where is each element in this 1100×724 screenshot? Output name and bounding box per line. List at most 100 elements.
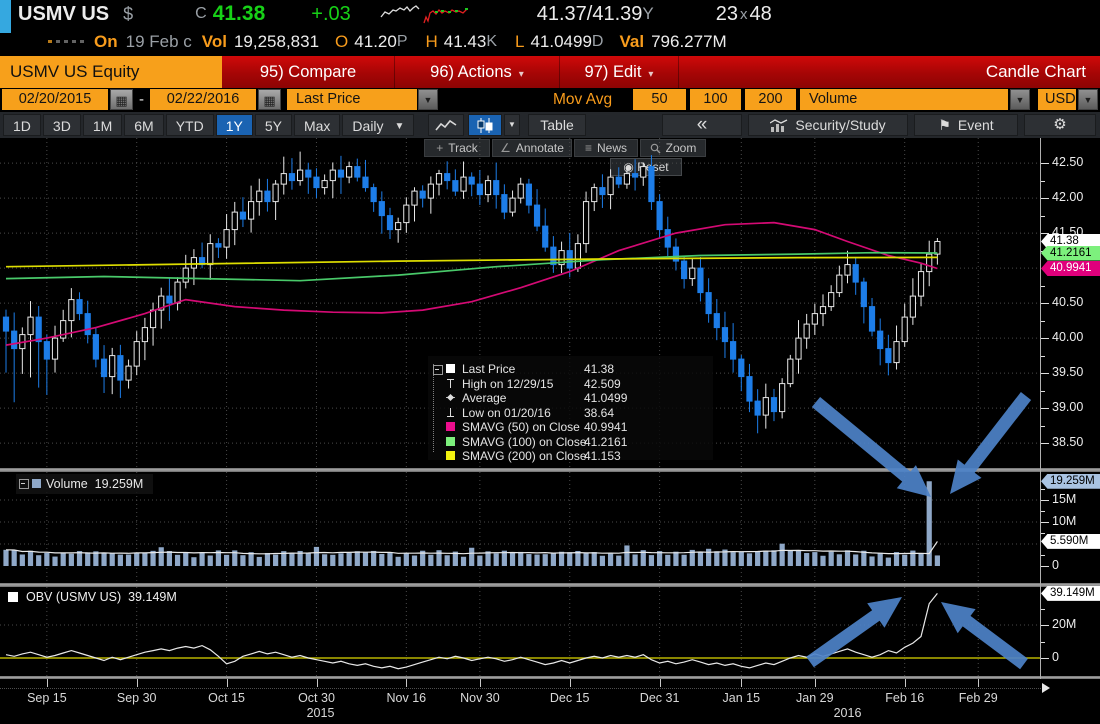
event-button[interactable]: ⚑ Event bbox=[914, 114, 1018, 136]
tab-1d[interactable]: 1D bbox=[3, 114, 41, 136]
high-label: H bbox=[425, 32, 438, 51]
candle-chart-icon bbox=[477, 117, 493, 133]
table-button[interactable]: Table bbox=[528, 114, 586, 136]
x-axis-dotted-line bbox=[0, 688, 1047, 689]
dropdown-caret-icon: ▾ bbox=[648, 69, 654, 80]
legend-value: 40.9941 bbox=[584, 420, 628, 434]
price-chart-panel[interactable] bbox=[0, 138, 1040, 468]
chart-type-caret-icon[interactable]: ▼ bbox=[504, 114, 520, 136]
ask-size: 48 bbox=[749, 2, 772, 25]
low-value: 41.0499 bbox=[530, 32, 592, 51]
study-caret-icon[interactable]: ▼ bbox=[1010, 89, 1030, 110]
candle-chart-button[interactable] bbox=[468, 114, 502, 136]
val-value: 796.277M bbox=[651, 32, 727, 51]
mov-avg-50-button[interactable]: 50 bbox=[633, 89, 686, 110]
x-axis-tick bbox=[406, 679, 408, 687]
zoom-label: Zoom bbox=[665, 140, 697, 155]
settings-button[interactable]: ⚙ bbox=[1024, 114, 1096, 136]
x-axis-label: Jan 29 bbox=[796, 691, 834, 705]
axis-tick bbox=[1041, 355, 1045, 357]
tab-6m[interactable]: 6M bbox=[124, 114, 164, 136]
volume-legend-label: Volume bbox=[46, 477, 88, 491]
legend-expander-icon[interactable] bbox=[433, 365, 443, 375]
axis-tick bbox=[1041, 425, 1045, 427]
menu-item-96-actions[interactable]: 96) Actions ▾ bbox=[395, 56, 560, 88]
legend-row-last-price: Last Price 41.38 bbox=[432, 362, 713, 377]
low-marker-icon bbox=[446, 407, 455, 417]
menu-item-95-compare[interactable]: 95) Compare bbox=[222, 56, 395, 88]
legend-label: SMAVG (100) on Close bbox=[462, 434, 587, 449]
collapse-panel-button[interactable]: « bbox=[662, 114, 742, 136]
legend-expander-icon[interactable] bbox=[19, 479, 29, 489]
axis-tick bbox=[1041, 658, 1049, 659]
period-tabs: 1D 3D 1M 6M YTD 1Y 5Y Max Daily ▼ bbox=[2, 112, 415, 138]
mov-avg-200-button[interactable]: 200 bbox=[745, 89, 796, 110]
line-chart-button[interactable] bbox=[428, 114, 464, 136]
date-from-field[interactable]: 02/20/2015 bbox=[2, 89, 108, 110]
menu-item-97-edit[interactable]: 97) Edit ▾ bbox=[560, 56, 679, 88]
news-button[interactable]: ≡ News bbox=[574, 139, 638, 157]
tab-ytd[interactable]: YTD bbox=[165, 114, 214, 136]
panel-separator[interactable] bbox=[0, 468, 1100, 472]
security-tab[interactable]: USMV US Equity bbox=[0, 56, 222, 88]
tab-max[interactable]: Max bbox=[293, 114, 341, 136]
security-study-button[interactable]: Security/Study bbox=[748, 114, 908, 136]
price-field-dropdown[interactable]: Last Price bbox=[287, 89, 417, 110]
y-axis-label: 0 bbox=[1052, 650, 1059, 664]
axis-tick bbox=[1041, 198, 1049, 200]
open-label: O bbox=[335, 32, 349, 51]
x-axis-label: Dec 15 bbox=[549, 691, 590, 705]
price-field-caret-icon[interactable]: ▼ bbox=[418, 89, 438, 110]
price-tag-41-2161: 41.2161 bbox=[1041, 245, 1100, 261]
axis-tick bbox=[1041, 303, 1049, 305]
axis-tick bbox=[1041, 500, 1049, 501]
volume-value: 19,258,831 bbox=[233, 32, 320, 51]
x-axis-label: Nov 16 bbox=[386, 691, 427, 705]
panel-separator bbox=[0, 676, 1100, 679]
y-axis-label: 20M bbox=[1052, 617, 1077, 631]
line-chart-icon bbox=[435, 119, 457, 131]
study-dropdown[interactable]: Volume bbox=[800, 89, 1008, 110]
volume-panel[interactable] bbox=[0, 472, 1040, 583]
price-tag-39-149m: 39.149M bbox=[1041, 585, 1100, 601]
calendar-to-icon[interactable]: ▦ bbox=[258, 89, 281, 110]
am bbox=[446, 393, 455, 402]
y-axis-label: 40.50 bbox=[1052, 295, 1084, 310]
quote-header-row: USMV US $ C 41.38 +.03 41.37/41.39 Y 23 … bbox=[0, 0, 1100, 28]
axis-tick bbox=[1041, 522, 1049, 523]
y-axis-label: 0 bbox=[1052, 558, 1059, 572]
tab-5y[interactable]: 5Y bbox=[254, 114, 292, 136]
axis-tick bbox=[1041, 555, 1045, 556]
track-button[interactable]: + Track bbox=[424, 139, 490, 157]
bid-ask: 41.37/41.39 bbox=[536, 2, 643, 25]
date-range-dash: - bbox=[139, 91, 144, 108]
vol-label: Vol bbox=[201, 32, 227, 51]
currency-caret-icon[interactable]: ▼ bbox=[1078, 89, 1098, 110]
frequency-dropdown[interactable]: Daily ▼ bbox=[342, 114, 415, 136]
low-label: L bbox=[515, 32, 525, 51]
x-axis-tick bbox=[316, 679, 318, 687]
legend-value: 38.64 bbox=[584, 405, 615, 420]
price-tag-40-9941: 40.9941 bbox=[1041, 261, 1100, 276]
currency-dropdown[interactable]: USD bbox=[1038, 89, 1076, 110]
x-axis-label: Jan 15 bbox=[722, 691, 761, 705]
zoom-button[interactable]: Zoom bbox=[640, 139, 706, 157]
tab-1y[interactable]: 1Y bbox=[215, 114, 253, 136]
legend-value: 41.0499 bbox=[584, 391, 628, 405]
axis-tick bbox=[1041, 233, 1049, 235]
annotate-button[interactable]: ∠ Annotate bbox=[492, 139, 572, 157]
legend-row-smavg-50-on-close: SMAVG (50) on Close 40.9941 bbox=[432, 420, 713, 435]
y-axis-label: 15M bbox=[1052, 492, 1077, 506]
news-label: News bbox=[597, 140, 628, 155]
mov-avg-100-button[interactable]: 100 bbox=[690, 89, 741, 110]
panel-separator[interactable] bbox=[0, 583, 1100, 587]
axis-tick bbox=[1041, 641, 1045, 643]
axis-tick bbox=[1041, 533, 1045, 534]
tab-3d[interactable]: 3D bbox=[42, 114, 81, 136]
tab-1m[interactable]: 1M bbox=[82, 114, 123, 136]
menu-items: 95) Compare 96) Actions ▾ 97) Edit ▾ bbox=[222, 56, 679, 88]
calendar-from-icon[interactable]: ▦ bbox=[110, 89, 133, 110]
date-to-field[interactable]: 02/22/2016 bbox=[150, 89, 256, 110]
price-tag-5-590m: 5.590M bbox=[1041, 533, 1100, 549]
